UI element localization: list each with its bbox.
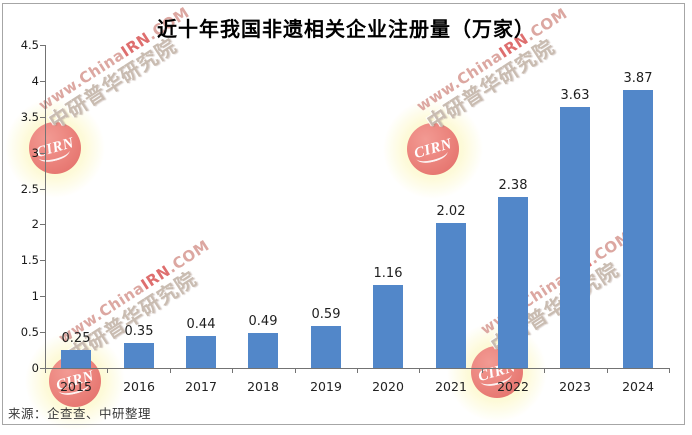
x-tick <box>232 368 233 373</box>
x-tick <box>482 368 483 373</box>
x-tick <box>544 368 545 373</box>
y-axis-line <box>45 45 46 368</box>
cirn-logo-badge: CIRN <box>407 123 459 175</box>
y-tick-label: 0.5 <box>20 325 39 339</box>
y-tick <box>40 332 45 333</box>
x-tick <box>357 368 358 373</box>
bar-2020 <box>373 285 403 368</box>
y-tick <box>40 45 45 46</box>
x-tick <box>419 368 420 373</box>
bar-value-label: 0.35 <box>124 324 154 339</box>
y-tick <box>40 224 45 225</box>
cirn-logo-badge: CIRN <box>29 122 81 174</box>
y-tick-label: 2 <box>31 217 39 231</box>
y-tick <box>40 117 45 118</box>
y-tick <box>40 260 45 261</box>
bar-value-label: 3.87 <box>623 71 653 86</box>
y-tick <box>40 368 45 369</box>
bar-value-label: 2.38 <box>498 178 528 193</box>
y-tick <box>40 296 45 297</box>
y-tick-label: 0 <box>31 361 39 375</box>
source-note: 来源：企查查、中研整理 <box>8 406 152 421</box>
x-tick-label: 2022 <box>497 379 529 394</box>
bar-value-label: 1.16 <box>373 266 403 281</box>
y-tick-label: 4 <box>31 74 39 88</box>
y-tick-label: 3 <box>31 146 39 160</box>
x-tick <box>669 368 670 373</box>
bar-2017 <box>186 336 216 368</box>
bar-2022 <box>498 197 528 368</box>
bar-2024 <box>623 90 653 368</box>
x-tick-label: 2019 <box>310 379 342 394</box>
x-tick <box>295 368 296 373</box>
y-tick <box>40 81 45 82</box>
x-tick-label: 2017 <box>185 379 217 394</box>
bar-2019 <box>311 326 341 368</box>
x-tick <box>45 368 46 373</box>
x-tick-label: 2020 <box>372 379 404 394</box>
bar-2015 <box>61 350 91 368</box>
bar-value-label: 0.59 <box>311 307 341 322</box>
y-tick-label: 3.5 <box>20 110 39 124</box>
bar-2023 <box>560 107 590 368</box>
x-tick <box>107 368 108 373</box>
bar-value-label: 0.44 <box>186 317 216 332</box>
y-tick <box>40 189 45 190</box>
bar-value-label: 0.49 <box>248 314 278 329</box>
bar-value-label: 2.02 <box>436 204 466 219</box>
y-tick <box>40 153 45 154</box>
x-tick <box>170 368 171 373</box>
bar-value-label: 0.25 <box>61 331 91 346</box>
y-tick-label: 1.5 <box>20 253 39 267</box>
x-tick-label: 2018 <box>247 379 279 394</box>
y-tick-label: 4.5 <box>20 38 39 52</box>
bar-value-label: 3.63 <box>560 88 590 103</box>
bar-2021 <box>436 223 466 368</box>
bar-2018 <box>248 333 278 368</box>
bar-2016 <box>124 343 154 368</box>
x-tick-label: 2023 <box>559 379 591 394</box>
x-tick-label: 2021 <box>435 379 467 394</box>
x-tick <box>607 368 608 373</box>
chart-title: 近十年我国非遗相关企业注册量（万家） <box>157 19 535 41</box>
x-tick-label: 2024 <box>622 379 654 394</box>
x-tick-label: 2016 <box>123 379 155 394</box>
x-tick-label: 2015 <box>60 379 92 394</box>
y-tick-label: 2.5 <box>20 182 39 196</box>
y-tick-label: 1 <box>31 289 39 303</box>
